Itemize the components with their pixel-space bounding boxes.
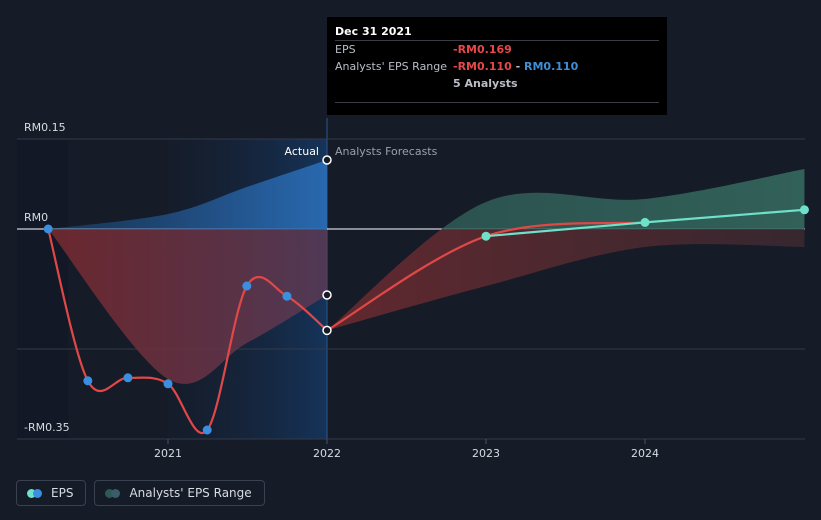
tooltip-range-high: RM0.110 [524,60,579,73]
legend-label-analysts-eps-range: Analysts' EPS Range [129,486,252,500]
y-tick-label: RM0 [24,211,48,224]
actual-section-label: Actual [285,145,319,158]
tooltip-analysts-row: 5 Analysts [335,75,659,92]
chart-legend: EPS Analysts' EPS Range [16,480,265,506]
actual-range-band-positive [48,160,327,229]
tooltip-eps-row: EPS -RM0.169 [335,40,659,58]
tooltip-divider [335,102,659,103]
eps-forecast-point [481,231,491,241]
eps-range-point [322,290,332,300]
eps-actual-point [83,376,93,386]
tooltip-analyst-count: 5 Analysts [453,77,518,90]
eps-actual-point [43,224,53,234]
range-band-layer [48,160,805,384]
y-tick-label: -RM0.35 [24,421,70,434]
forecast-section-label: Analysts Forecasts [335,145,438,158]
eps-actual-point [322,325,332,336]
legend-label-eps: EPS [51,486,74,500]
tooltip-range-label: Analysts' EPS Range [335,60,448,73]
x-tick-label: 2022 [313,447,341,460]
tooltip-range-row: Analysts' EPS Range -RM0.110 - RM0.110 [335,58,659,75]
pre-period-background [17,139,69,439]
tooltip-panel: Dec 31 2021 EPS -RM0.169 Analysts' EPS R… [327,17,667,115]
y-tick-label: RM0.15 [24,121,66,134]
eps-actual-point [163,379,173,389]
tooltip-date: Dec 31 2021 [335,25,412,38]
eps-actual-point [202,425,212,435]
legend-item-eps[interactable]: EPS [16,480,87,506]
x-tick-label: 2024 [631,447,659,460]
eps-forecast-point [799,205,809,215]
eps-actual-point [282,291,292,301]
eps-actual-point [242,281,252,291]
eps-range-high-point [322,155,332,165]
x-tick-label: 2023 [472,447,500,460]
chart-text-layer: RM0.15 RM0 -RM0.35 2021 2022 2023 2024 Actual An… [24,121,659,460]
tooltip-range-value: -RM0.110 - RM0.110 [453,58,578,75]
x-tick-label: 2021 [154,447,182,460]
tooltip-range-separator: - [511,60,525,73]
tooltip-eps-value: -RM0.169 [453,43,512,56]
legend-item-analysts-eps-range[interactable]: Analysts' EPS Range [94,480,265,506]
eps-legend-icon [27,488,43,498]
tooltip-range-low: -RM0.110 [453,60,512,73]
eps-point-layer [43,155,809,435]
range-legend-icon [105,488,121,498]
analysts-range-band-positive [441,169,805,229]
tooltip-eps-label: EPS [335,43,356,56]
eps-actual-point [123,373,133,383]
eps-forecast-point [640,217,650,227]
actual-range-band-negative [48,229,327,384]
